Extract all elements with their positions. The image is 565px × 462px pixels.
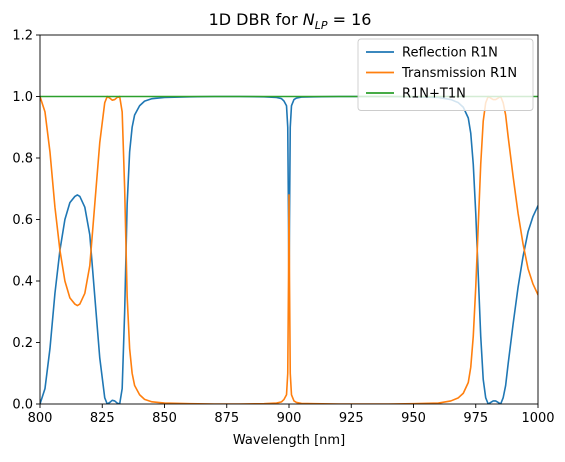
x-tick-label: 925 [339,411,364,426]
x-tick-label: 1000 [521,411,554,426]
y-tick-label: 0.2 [12,336,33,351]
x-tick-label: 975 [463,411,488,426]
x-tick-label: 850 [152,411,177,426]
legend-label: Transmission R1N [401,66,517,81]
legend: Reflection R1N Transmission R1N R1N+T1N [357,38,534,111]
y-tick-label: 1.2 [12,29,33,44]
x-tick-label: 875 [214,411,239,426]
x-tick-label: 800 [28,411,53,426]
legend-box [357,38,534,111]
chart-title-suffix: = 16 [327,10,371,29]
axis-layer: 800 825 850 875 900 925 950 975 1000 0.0 0.2 0.4 0.6… [12,29,554,427]
x-tick-label: 950 [401,411,426,426]
y-tick-label: 0.6 [12,213,33,228]
y-tick-label: 1.0 [12,90,33,105]
legend-label: R1N+T1N [402,87,466,102]
x-tick-label: 900 [277,411,302,426]
y-tick-label: 0.0 [12,398,33,413]
chart-title-symbol: N [303,10,315,29]
legend-label: Reflection R1N [402,46,498,61]
x-axis-label: Wavelength [nm] [233,433,345,448]
y-tick-label: 0.4 [12,275,33,290]
x-tick-label: 825 [90,411,115,426]
chart-title-subscript: LP [315,19,328,32]
chart-title: 1D DBR for NLP = 16 [209,10,372,32]
chart-title-prefix: 1D DBR for [209,10,303,29]
y-tick-label: 0.8 [12,152,33,167]
series-line-1 [40,95,538,404]
